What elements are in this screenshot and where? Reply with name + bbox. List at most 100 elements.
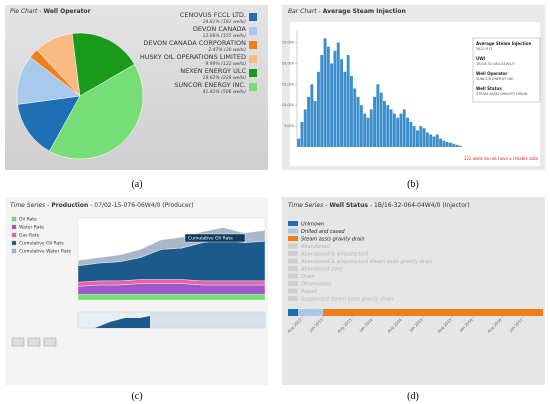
bar [320, 55, 324, 148]
caption: (c) [131, 391, 142, 402]
legend-checkbox[interactable] [11, 216, 17, 222]
status-segment [323, 309, 543, 316]
legend-swatch [288, 251, 298, 256]
bar [353, 88, 357, 147]
tooltip-text: Cumulative Oil Rate [188, 236, 233, 242]
legend-swatch [288, 243, 298, 249]
bar [369, 109, 373, 147]
legend-label: Water Rate [19, 225, 44, 231]
y-tick-label: 25,000 [282, 41, 294, 45]
icon[interactable] [27, 337, 41, 347]
legend-swatch [288, 221, 298, 226]
bar [303, 109, 307, 147]
bar [429, 134, 433, 147]
title-prefix: Time Series - [10, 202, 49, 209]
bar [323, 38, 327, 147]
bar [442, 140, 446, 147]
legend-label: Oil Rate [19, 217, 37, 223]
legend-label: Cumulative Water Rate [19, 249, 71, 255]
legend-value: 41.43% (506 wells) [203, 89, 247, 95]
legend-swatch [249, 83, 257, 91]
legend-swatch [288, 236, 298, 241]
legend-swatch [249, 13, 257, 21]
navigator-area [95, 316, 150, 328]
legend-swatch [288, 266, 298, 271]
bar [359, 105, 363, 147]
bar [317, 71, 320, 147]
legend-label: HUSKY OIL OPERATIONS LIMITED [140, 53, 246, 61]
legend-checkbox[interactable] [11, 248, 17, 254]
bar [399, 113, 403, 147]
legend-swatch [249, 41, 257, 49]
bar [326, 46, 330, 147]
bar [376, 84, 380, 147]
bar [409, 121, 413, 147]
legend-value: 2.47% (30 wells) [208, 47, 246, 53]
legend-value: 18.62% (228 wells) [203, 75, 247, 81]
bar [439, 138, 442, 147]
bar [386, 105, 390, 147]
bar [425, 132, 429, 147]
y-tick-label: 20,000 [282, 61, 294, 65]
panel-title: Time Series - Production - 07/02-15-076-06… [10, 202, 194, 209]
legend-swatch [249, 27, 257, 35]
title-prefix: Bar Chart - [288, 8, 321, 15]
note: 322 wells do not have a reliable data [464, 156, 539, 161]
legend-label: Drain [301, 274, 315, 280]
legend-checkbox[interactable] [11, 232, 17, 238]
title: Production [51, 202, 88, 209]
legend-label: DEVON CANADA CORPORATION [144, 39, 247, 47]
legend-checkbox[interactable] [11, 240, 17, 246]
legend-value: 9.99% (122 wells) [205, 61, 246, 67]
bar [422, 128, 426, 147]
legend-label: CENOVUS FCCL LTD. [180, 11, 246, 19]
bar [445, 141, 449, 147]
view-icons [11, 337, 57, 347]
legend-label: DEVON CANADA [193, 25, 247, 33]
caption: (a) [131, 179, 142, 190]
legend-checkbox[interactable] [11, 224, 17, 230]
area [77, 283, 266, 295]
pie-slice [49, 64, 144, 160]
legend-label: Abandoned [300, 244, 330, 250]
bar [340, 59, 343, 147]
info-label: UWI [476, 56, 486, 61]
icon[interactable] [11, 337, 25, 347]
legend-label: Observation [301, 282, 331, 288]
title-prefix: Pie Chart - [10, 8, 41, 15]
bar [297, 138, 301, 147]
y-tick-label: 15,000 [282, 82, 294, 86]
navigator-window[interactable] [150, 312, 265, 328]
legend-label: Gas Rate [19, 233, 40, 239]
legend-swatch [288, 273, 298, 279]
status-segment [288, 309, 298, 316]
legend-swatch [249, 55, 257, 63]
panel-d [282, 197, 545, 385]
bar [313, 101, 317, 147]
info-label: Well Operator [476, 71, 507, 76]
bar [356, 96, 360, 147]
caption: (d) [407, 391, 419, 402]
bar [389, 109, 393, 147]
bar [330, 63, 334, 147]
legend-label: Suspended steam assis gravity drain [301, 297, 393, 303]
title-prefix: Time Series - [288, 202, 327, 209]
bar [412, 126, 416, 147]
info-value: 3922.971 [476, 47, 493, 51]
caption: (b) [407, 179, 419, 190]
bar [350, 75, 353, 147]
legend-label: Unknown [301, 222, 324, 228]
bar [432, 136, 436, 147]
bar [419, 126, 423, 147]
bar [455, 144, 459, 147]
info-label: Average Steam Injection [476, 41, 532, 46]
legend-label: Steam assis gravity drain [301, 237, 365, 243]
bar [300, 121, 304, 147]
bar [435, 134, 439, 147]
title: Well Status [329, 202, 368, 209]
icon[interactable] [43, 337, 57, 347]
info-box [472, 37, 541, 103]
panel-title: Bar Chart - Average Steam Injection [288, 8, 406, 15]
bar [366, 117, 370, 147]
